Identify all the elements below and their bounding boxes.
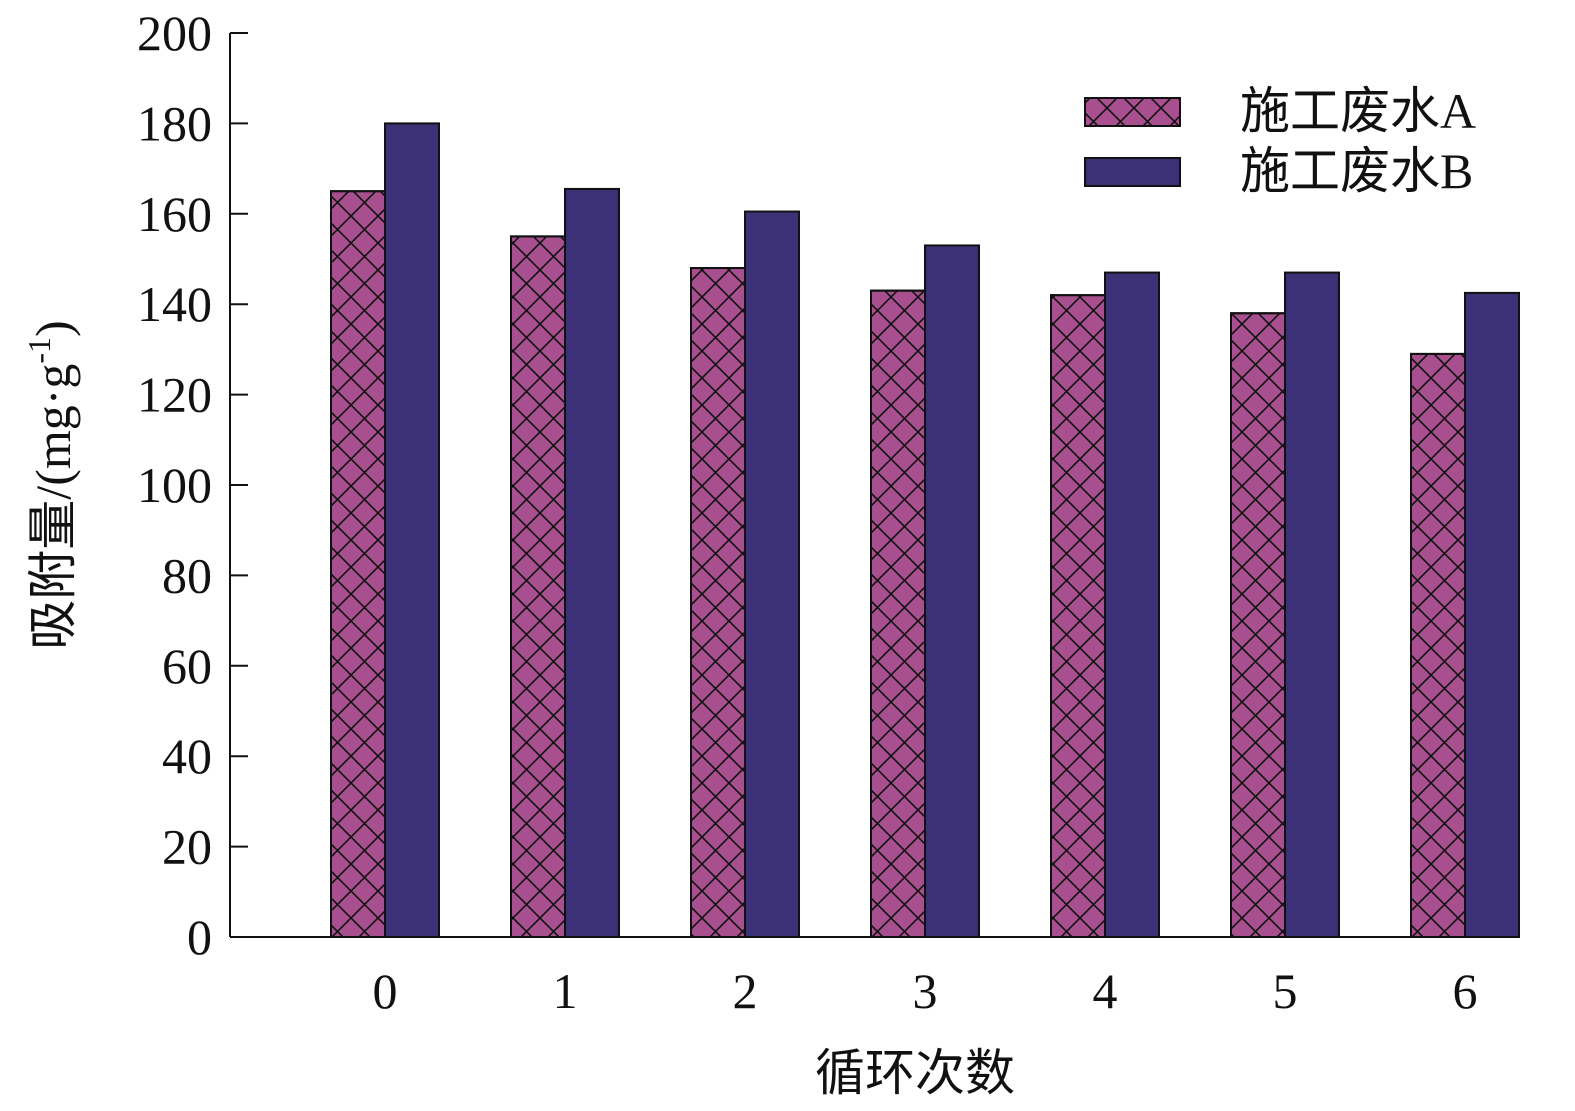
x-tick-label: 2 [733,963,758,1019]
y-tick-label: 200 [137,5,212,61]
bar [690,267,746,939]
legend-swatch [1084,157,1181,187]
bar [744,210,800,939]
y-tick-label: 100 [137,457,212,513]
bar [1284,271,1340,938]
x-tick-label: 5 [1273,963,1298,1019]
bar [870,289,926,938]
x-tick-label: 1 [553,963,578,1019]
bar [1464,291,1520,938]
bar [1410,352,1466,939]
bar [510,235,566,938]
y-tick-label: 120 [137,367,212,423]
y-tick-label: 40 [162,728,212,784]
y-tick-label: 140 [137,276,212,332]
legend-label: 施工废水B [1240,143,1473,199]
x-tick-label: 3 [913,963,938,1019]
bar [1104,271,1160,938]
y-label-text: 吸附量/(mg·g [25,364,81,650]
bar [330,190,386,938]
y-tick-label: 20 [162,819,212,875]
bar [384,122,440,938]
legend-swatch [1084,97,1181,127]
x-tick-label: 0 [373,963,398,1019]
y-tick-label: 0 [187,909,212,965]
x-tick-label: 4 [1093,963,1118,1019]
bar [924,244,980,938]
x-axis-label: 循环次数 [815,1045,1015,1101]
bar [564,187,620,938]
y-label-sup: -1 [21,337,57,364]
bar [1230,312,1286,938]
legend-label: 施工废水A [1240,83,1476,139]
y-tick-label: 160 [137,186,212,242]
x-tick-label: 6 [1453,963,1478,1019]
y-tick-label: 180 [137,95,212,151]
y-label-close: ) [25,320,81,337]
bar [1050,294,1106,939]
y-tick-label: 60 [162,638,212,694]
y-tick-label: 80 [162,547,212,603]
y-axis-label: 吸附量/(mg·g-1) [21,320,81,649]
